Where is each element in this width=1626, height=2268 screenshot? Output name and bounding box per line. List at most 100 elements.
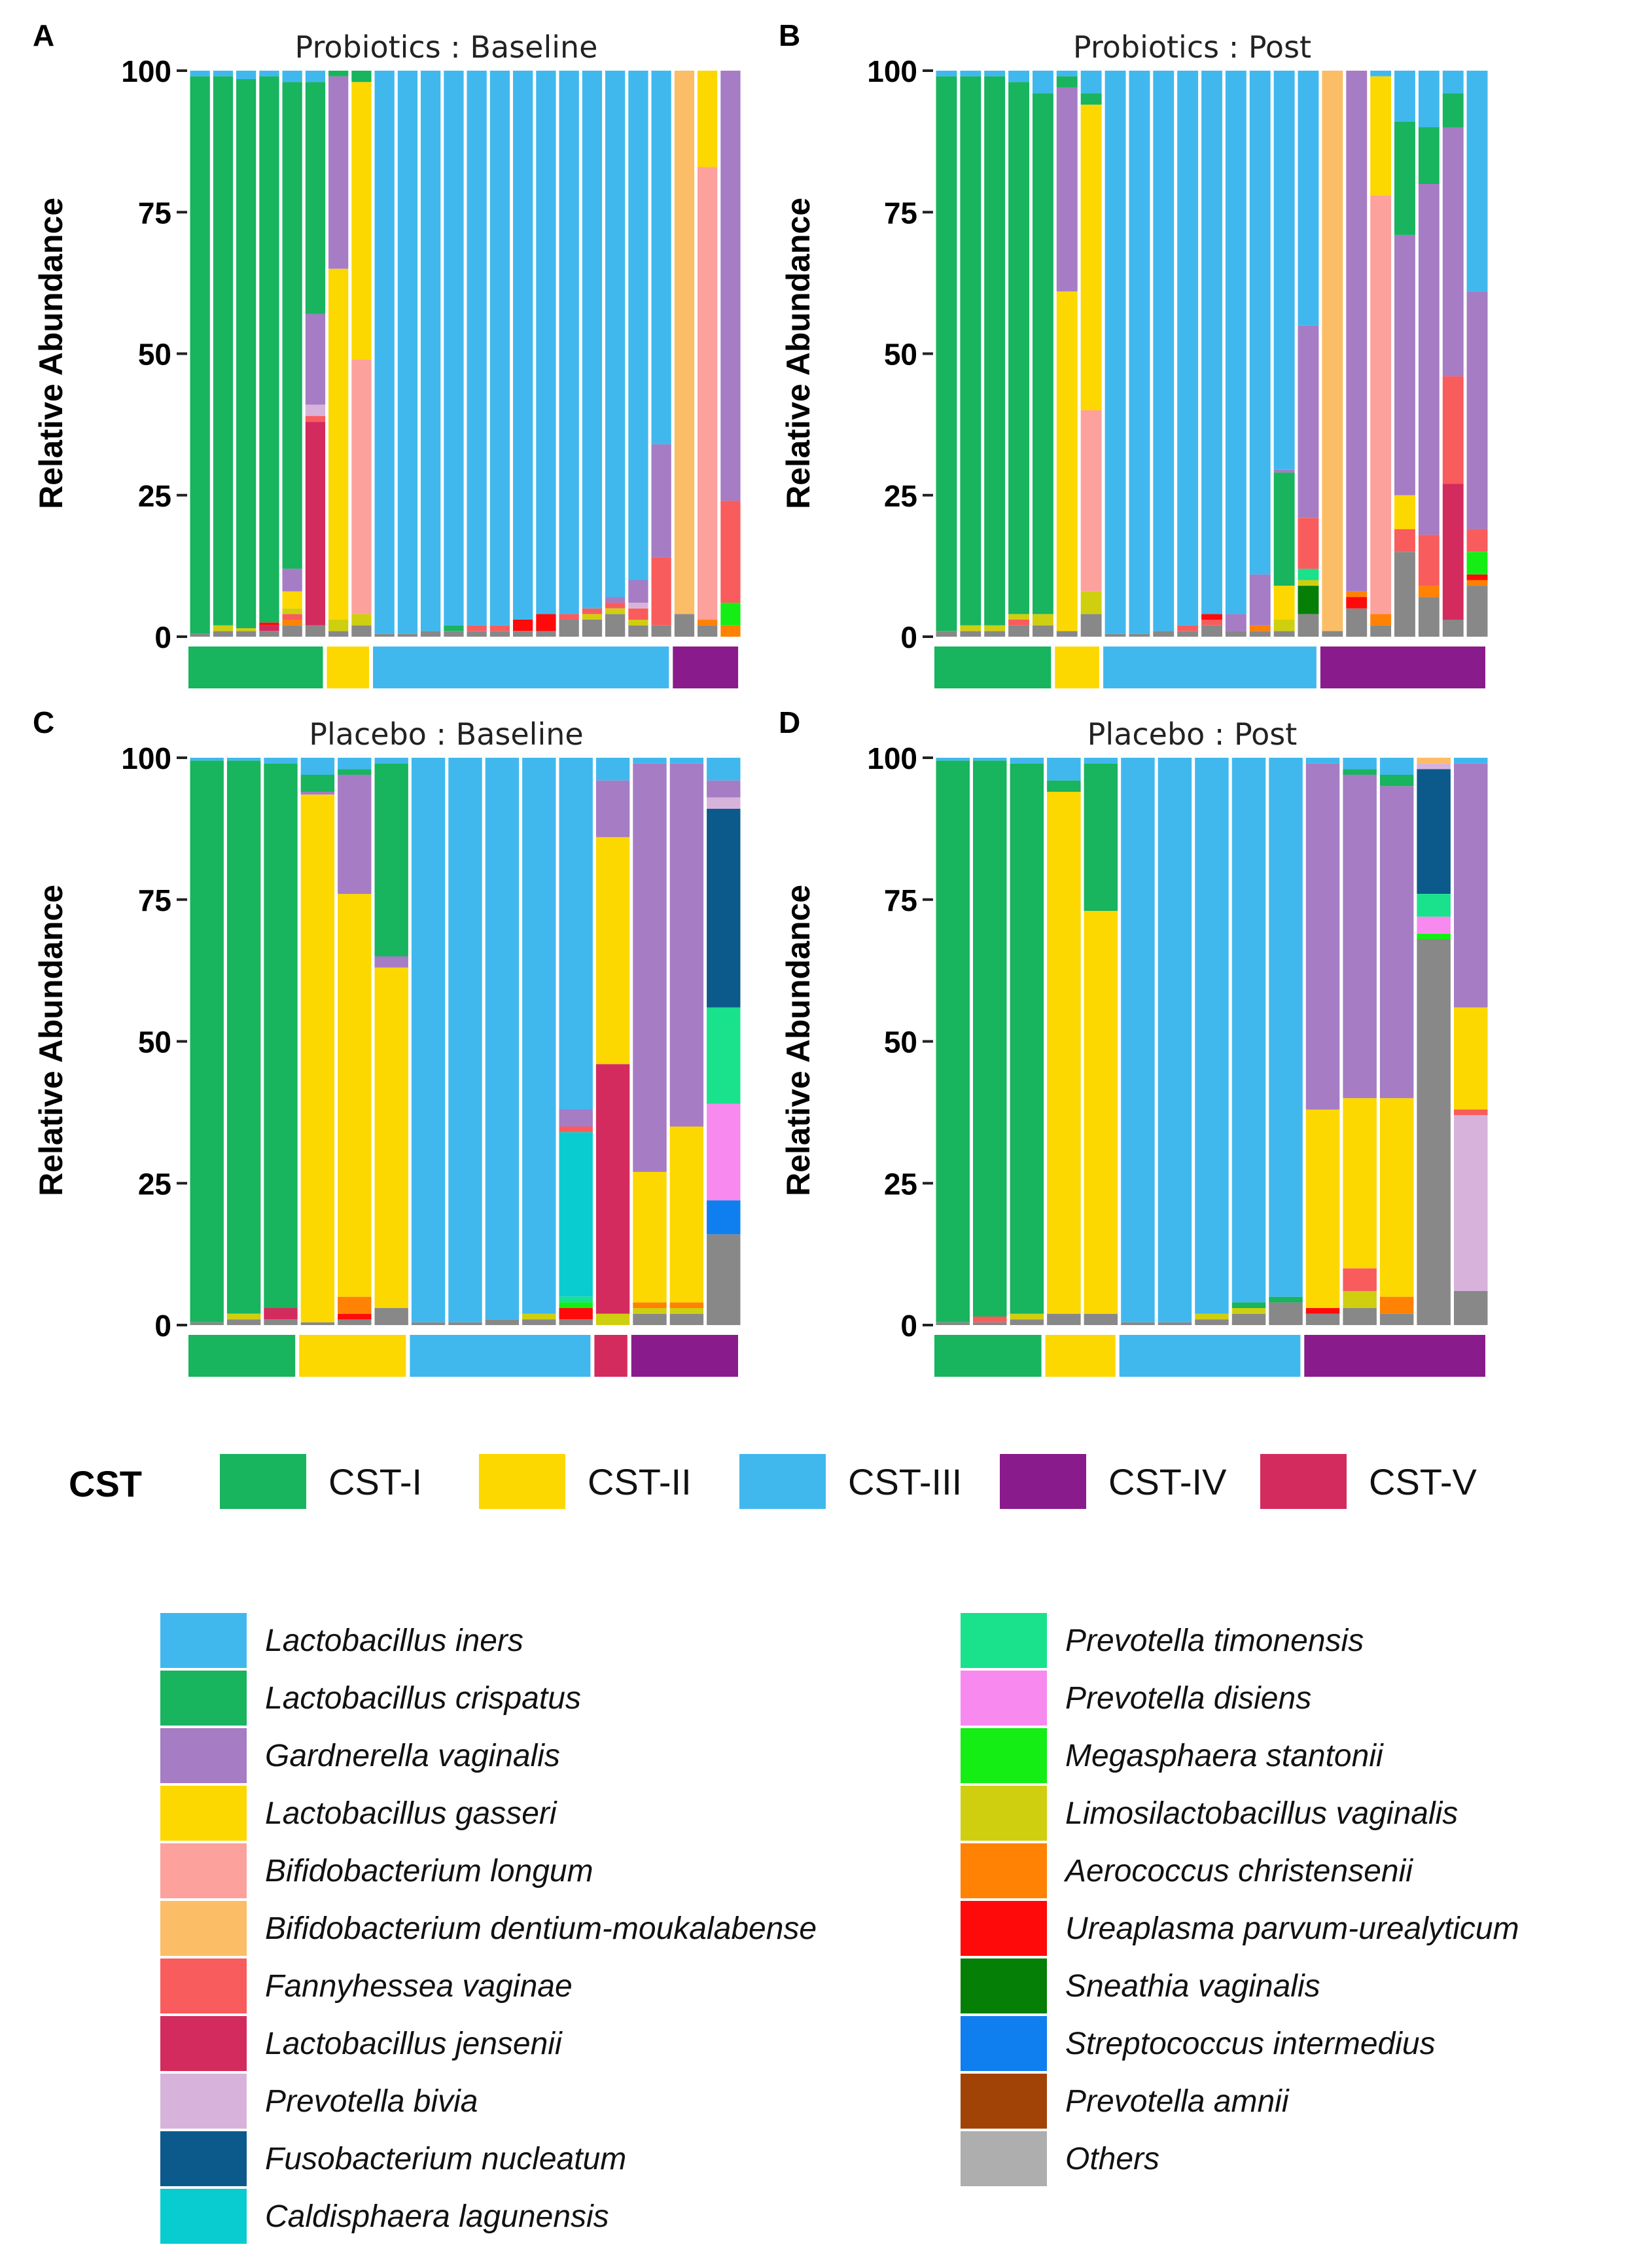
- bar-segment-l-iners: [1008, 71, 1029, 82]
- bar-segment-f-vaginae: [305, 416, 326, 422]
- bar-segment-others: [582, 620, 603, 637]
- bar-segment-u-parvum: [559, 1308, 593, 1320]
- bar-segment-g-vaginalis: [707, 780, 741, 798]
- bar-segment-g-vaginalis: [1466, 291, 1488, 529]
- bar-segment-s-intermedius: [707, 1200, 741, 1235]
- bar-segment-others: [351, 625, 372, 637]
- bar-segment-u-parvum: [1201, 614, 1222, 620]
- bar-segment-l-crispatus: [1343, 769, 1377, 775]
- bar-segment-others: [1379, 1313, 1414, 1325]
- bar-segment-a-christensenii: [1379, 1296, 1414, 1314]
- bar-segment-a-christensenii: [282, 620, 302, 626]
- bar-segment-l-gasseri: [1343, 1098, 1377, 1269]
- bar-segment-b-longum: [698, 167, 718, 620]
- bar-segment-l-gasseri: [328, 268, 349, 620]
- bar-segment-g-vaginalis: [559, 1109, 593, 1127]
- bar-segment-l-vaginalis: [1033, 614, 1053, 626]
- bar-segment-m-stantonii: [720, 603, 741, 626]
- y-tick-label: 0: [900, 1309, 917, 1343]
- bar-segment-others: [1418, 597, 1440, 637]
- bar-segment-l-iners: [633, 758, 667, 764]
- bar-segment-l-crispatus: [374, 763, 408, 957]
- bar-segment-others: [190, 633, 210, 637]
- bar-segment-others: [1084, 1313, 1118, 1325]
- bar-segment-g-vaginalis: [1379, 786, 1414, 1099]
- cst-band-v: [594, 1335, 627, 1377]
- bar-segment-l-gasseri: [1084, 911, 1118, 1314]
- bar-segment-l-crispatus: [338, 769, 372, 775]
- cst-band-iii: [410, 1335, 591, 1377]
- bar-segment-a-christensenii: [338, 1296, 372, 1314]
- species-legend-item: Lactobacillus jensenii: [160, 2016, 562, 2071]
- cst-band-iv: [1320, 647, 1485, 688]
- bar-segment-others: [633, 1313, 667, 1325]
- bar-segment-l-crispatus: [1442, 93, 1464, 128]
- bar-segment-l-iners: [1298, 71, 1319, 326]
- panel-b: B Probiotics : Post Relative Abundance 0…: [779, 18, 1488, 688]
- y-tick-label: 75: [884, 196, 917, 230]
- bar-segment-g-vaginalis: [300, 792, 335, 795]
- cst-legend-item: CST-V: [1260, 1454, 1477, 1509]
- species-legend-label: Fannyhessea vaginae: [265, 1968, 573, 2004]
- bar-segment-l-iners: [559, 71, 579, 614]
- species-legend-swatch: [160, 1901, 247, 1956]
- bar-segment-l-gasseri: [1273, 586, 1295, 620]
- bar-segment-others: [1225, 631, 1246, 637]
- bar-segment-others: [1080, 614, 1102, 637]
- bar-segment-f-vaginae: [582, 608, 603, 614]
- species-legend-item: Lactobacillus gasseri: [160, 1786, 557, 1841]
- y-tick-label: 50: [884, 1025, 917, 1059]
- bar-segment-others: [1417, 939, 1451, 1325]
- bar-segment-l-iners: [374, 71, 395, 634]
- species-legend-label: Ureaplasma parvum-urealyticum: [1065, 1911, 1519, 1946]
- cst-band-iv: [673, 647, 739, 688]
- bar-segment-l-iners: [559, 758, 593, 1110]
- bar-segment-p-bivia: [1417, 763, 1451, 770]
- bar-segment-l-gasseri: [1080, 104, 1102, 410]
- species-legend-swatch: [160, 1728, 247, 1783]
- bar-segment-l-iners: [374, 758, 408, 764]
- bar-segment-g-vaginalis: [1249, 574, 1271, 626]
- bar-segment-others: [960, 631, 981, 637]
- bar-segment-b-dentium: [1417, 758, 1451, 764]
- bar-segment-others: [1010, 1319, 1044, 1325]
- cst-band-ii: [327, 647, 369, 688]
- cst-band-ii: [299, 1335, 406, 1377]
- bar-segment-others: [1249, 631, 1271, 637]
- bar-segment-l-crispatus: [351, 71, 372, 82]
- bar-segment-others: [1273, 631, 1295, 637]
- bar-segment-f-vaginae: [1394, 529, 1415, 552]
- bar-segment-l-iners: [485, 758, 520, 1320]
- bar-segment-l-vaginalis: [984, 625, 1006, 631]
- y-tick-label: 25: [884, 479, 917, 513]
- panel-b-title: Probiotics : Post: [1073, 29, 1311, 65]
- bar-segment-others: [1454, 1291, 1488, 1325]
- species-legend-label: Prevotella amnii: [1065, 2083, 1289, 2119]
- bar-segment-p-timonensis: [559, 1296, 593, 1303]
- bar-segment-g-vaginalis: [328, 76, 349, 269]
- bar-segment-l-crispatus: [305, 82, 326, 314]
- bar-segment-l-crispatus: [1047, 780, 1081, 792]
- cst-legend-item: CST-IV: [1000, 1454, 1226, 1509]
- bar-segment-l-iners: [1047, 758, 1081, 781]
- panel-letter-d: D: [779, 705, 800, 739]
- y-tick-label: 50: [138, 1025, 171, 1059]
- panel-a: A Probiotics : Baseline Relative Abundan…: [33, 18, 741, 688]
- species-legend-swatch: [160, 2131, 247, 2186]
- bar-segment-l-iners: [1305, 758, 1340, 764]
- species-legend-label: Gardnerella vaginalis: [265, 1738, 560, 1773]
- bar-segment-others: [226, 1319, 261, 1325]
- bar-segment-l-jensenii: [264, 1308, 298, 1320]
- bar-segment-l-vaginalis: [960, 625, 981, 631]
- bar-segment-l-crispatus: [264, 763, 298, 1308]
- bar-segment-l-crispatus: [1273, 472, 1295, 586]
- bar-segment-u-parvum: [259, 622, 279, 626]
- bar-segment-a-christensenii: [720, 625, 741, 637]
- bar-segment-l-iners: [444, 71, 464, 626]
- bar-segment-l-crispatus: [213, 76, 234, 626]
- bar-segment-b-longum: [1370, 195, 1392, 614]
- bar-segment-s-vaginalis: [1298, 586, 1319, 614]
- bar-segment-l-gasseri: [1305, 1109, 1340, 1308]
- cst-legend-item: CST-II: [479, 1454, 692, 1509]
- bar-segment-l-crispatus: [973, 760, 1007, 1317]
